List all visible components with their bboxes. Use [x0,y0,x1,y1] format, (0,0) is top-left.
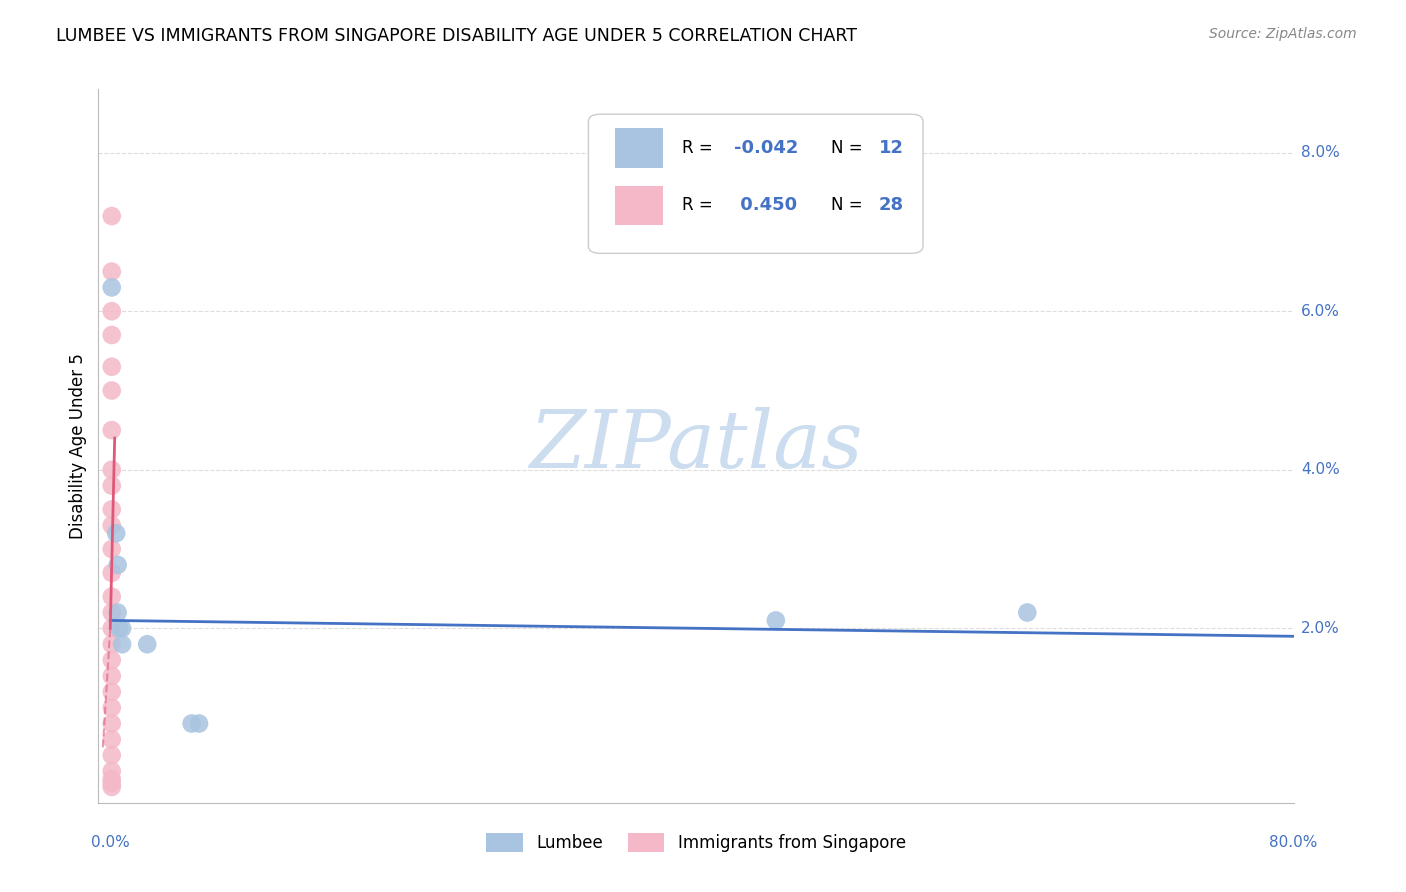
Point [100,685,122,699]
Text: 12: 12 [879,139,904,157]
Point [111,637,134,651]
Text: 2.0%: 2.0% [1301,621,1340,636]
Point [100,566,122,580]
Point [100,423,122,437]
Point [188,716,211,731]
Point [100,669,122,683]
Point [111,621,134,635]
Point [100,764,122,778]
Point [100,328,122,343]
Text: 4.0%: 4.0% [1301,462,1340,477]
Point [100,209,122,223]
Text: 0.450: 0.450 [734,196,797,214]
Point [100,463,122,477]
FancyBboxPatch shape [614,128,662,168]
Text: -0.042: -0.042 [734,139,799,157]
Text: Source: ZipAtlas.com: Source: ZipAtlas.com [1209,27,1357,41]
Point [100,637,122,651]
Point [100,780,122,794]
Point [100,304,122,318]
Point [100,653,122,667]
Point [1017,606,1039,620]
Point [100,518,122,533]
Text: R =: R = [682,139,717,157]
Point [100,359,122,374]
Text: R =: R = [682,196,717,214]
Text: N =: N = [831,196,868,214]
Point [100,542,122,557]
Point [765,614,787,628]
Point [100,700,122,714]
Point [100,772,122,786]
Text: 8.0%: 8.0% [1301,145,1340,161]
FancyBboxPatch shape [614,186,662,225]
Point [100,621,122,635]
Point [100,716,122,731]
Point [108,621,131,635]
Legend: Lumbee, Immigrants from Singapore: Lumbee, Immigrants from Singapore [479,826,912,859]
Point [100,748,122,763]
Point [100,590,122,604]
Point [107,558,129,572]
Point [100,732,122,747]
Point [180,716,202,731]
Text: ZIPatlas: ZIPatlas [529,408,863,484]
Point [136,637,159,651]
Point [100,478,122,492]
Point [100,606,122,620]
Point [100,502,122,516]
Text: N =: N = [831,139,868,157]
Y-axis label: Disability Age Under 5: Disability Age Under 5 [69,353,87,539]
Point [105,526,128,541]
FancyBboxPatch shape [589,114,922,253]
Text: 28: 28 [879,196,904,214]
Point [100,384,122,398]
Text: 80.0%: 80.0% [1270,835,1317,849]
Point [100,264,122,278]
Text: 0.0%: 0.0% [91,835,129,849]
Point [100,776,122,790]
Point [107,606,129,620]
Text: LUMBEE VS IMMIGRANTS FROM SINGAPORE DISABILITY AGE UNDER 5 CORRELATION CHART: LUMBEE VS IMMIGRANTS FROM SINGAPORE DISA… [56,27,858,45]
Text: 6.0%: 6.0% [1301,303,1340,318]
Point [100,280,122,294]
